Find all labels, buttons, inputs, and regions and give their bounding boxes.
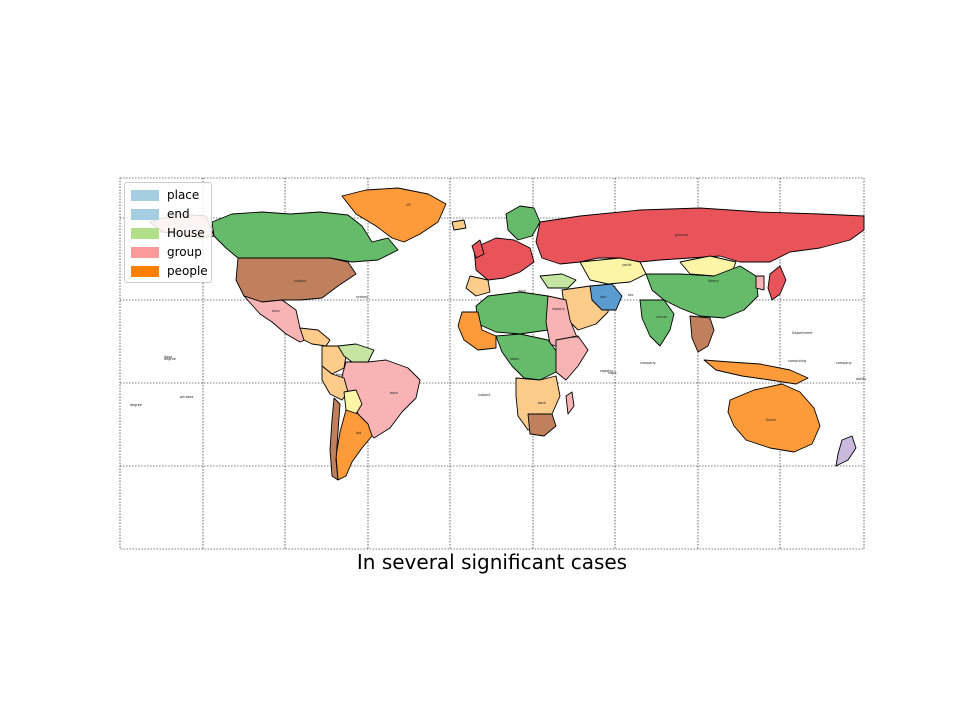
country-label: greenia <box>675 233 688 237</box>
legend-item-group: group <box>131 245 202 259</box>
country-label: yacht <box>622 263 632 267</box>
legend-item-end: end <box>131 207 190 221</box>
country-australia <box>727 383 821 453</box>
country-label: back <box>538 401 546 405</box>
country-label: cancer <box>656 315 668 319</box>
country-label: area <box>272 309 280 313</box>
map-legend: place end House group people <box>124 182 212 283</box>
country-west-africa <box>457 311 497 351</box>
country-label: US <box>406 203 411 207</box>
legend-label-place: place <box>167 188 200 202</box>
country-iceland <box>451 219 467 231</box>
legend-swatch-place <box>131 189 159 201</box>
country-southeast-asia <box>689 315 715 353</box>
country-label: ideas <box>510 357 519 361</box>
country-argentina <box>335 409 373 481</box>
country-chile <box>329 397 341 481</box>
legend-label-house: House <box>167 226 205 240</box>
country-label: night <box>608 371 617 375</box>
country-bolivia <box>343 389 363 415</box>
country-new-zealand <box>835 435 857 467</box>
country-label: tax <box>628 293 633 297</box>
country-india <box>639 299 675 347</box>
country-mexico <box>243 295 311 343</box>
country-japan <box>767 265 787 301</box>
country-label: South <box>766 418 776 422</box>
country-europe-west <box>473 237 535 281</box>
country-kazakhstan <box>579 257 647 285</box>
legend-swatch-people <box>131 265 159 277</box>
country-label: help <box>572 335 579 339</box>
legend-item-people: people <box>131 264 208 278</box>
country-iran <box>589 283 623 311</box>
country-label: tax <box>356 431 361 435</box>
country-label: library <box>708 279 719 283</box>
map-frame <box>119 177 865 550</box>
country-korea <box>755 275 765 291</box>
legend-label-end: end <box>167 207 190 221</box>
legend-item-house: House <box>131 226 205 240</box>
ocean-label: subject <box>478 393 491 397</box>
country-label: computing <box>788 359 806 363</box>
country-label: degree <box>164 357 176 361</box>
country-label: back <box>390 391 398 395</box>
legend-label-people: people <box>167 264 208 278</box>
country-label: company <box>836 361 852 365</box>
country-indonesia <box>703 359 809 385</box>
country-greenland <box>341 187 447 243</box>
legend-swatch-end <box>131 208 159 220</box>
country-central-africa <box>495 333 561 381</box>
country-labels: US greenia subject sydney area back South yacht… <box>130 203 866 435</box>
country-label: registry <box>552 307 565 311</box>
country-madagascar <box>565 391 575 415</box>
ocean-label: registry <box>600 369 613 373</box>
ocean-label: degree <box>130 403 142 407</box>
country-spain <box>465 275 491 297</box>
country-uk <box>471 239 485 259</box>
country-russia <box>535 207 865 265</box>
ocean-label: dogs <box>164 355 172 359</box>
legend-item-place: place <box>131 188 199 202</box>
map-title: In several significant cases <box>356 550 628 574</box>
ocean-label: company <box>640 361 656 365</box>
country-turkey <box>539 273 577 289</box>
country-label: Iran <box>600 295 607 299</box>
country-south-africa <box>527 413 557 437</box>
country-label: back <box>518 289 526 293</box>
legend-label-group: group <box>167 245 202 259</box>
country-shapes <box>149 187 865 481</box>
country-label: Peru <box>336 373 344 377</box>
ocean-label: phrases <box>180 395 194 399</box>
country-label: Department <box>792 331 813 335</box>
country-central-america <box>299 327 331 347</box>
country-label: sydney <box>356 295 368 299</box>
legend-swatch-group <box>131 246 159 258</box>
legend-swatch-house <box>131 227 159 239</box>
country-label: subject <box>294 279 307 283</box>
country-scandinavia <box>505 205 541 241</box>
country-east-africa <box>555 335 589 381</box>
ocean-label: ability <box>856 377 866 381</box>
